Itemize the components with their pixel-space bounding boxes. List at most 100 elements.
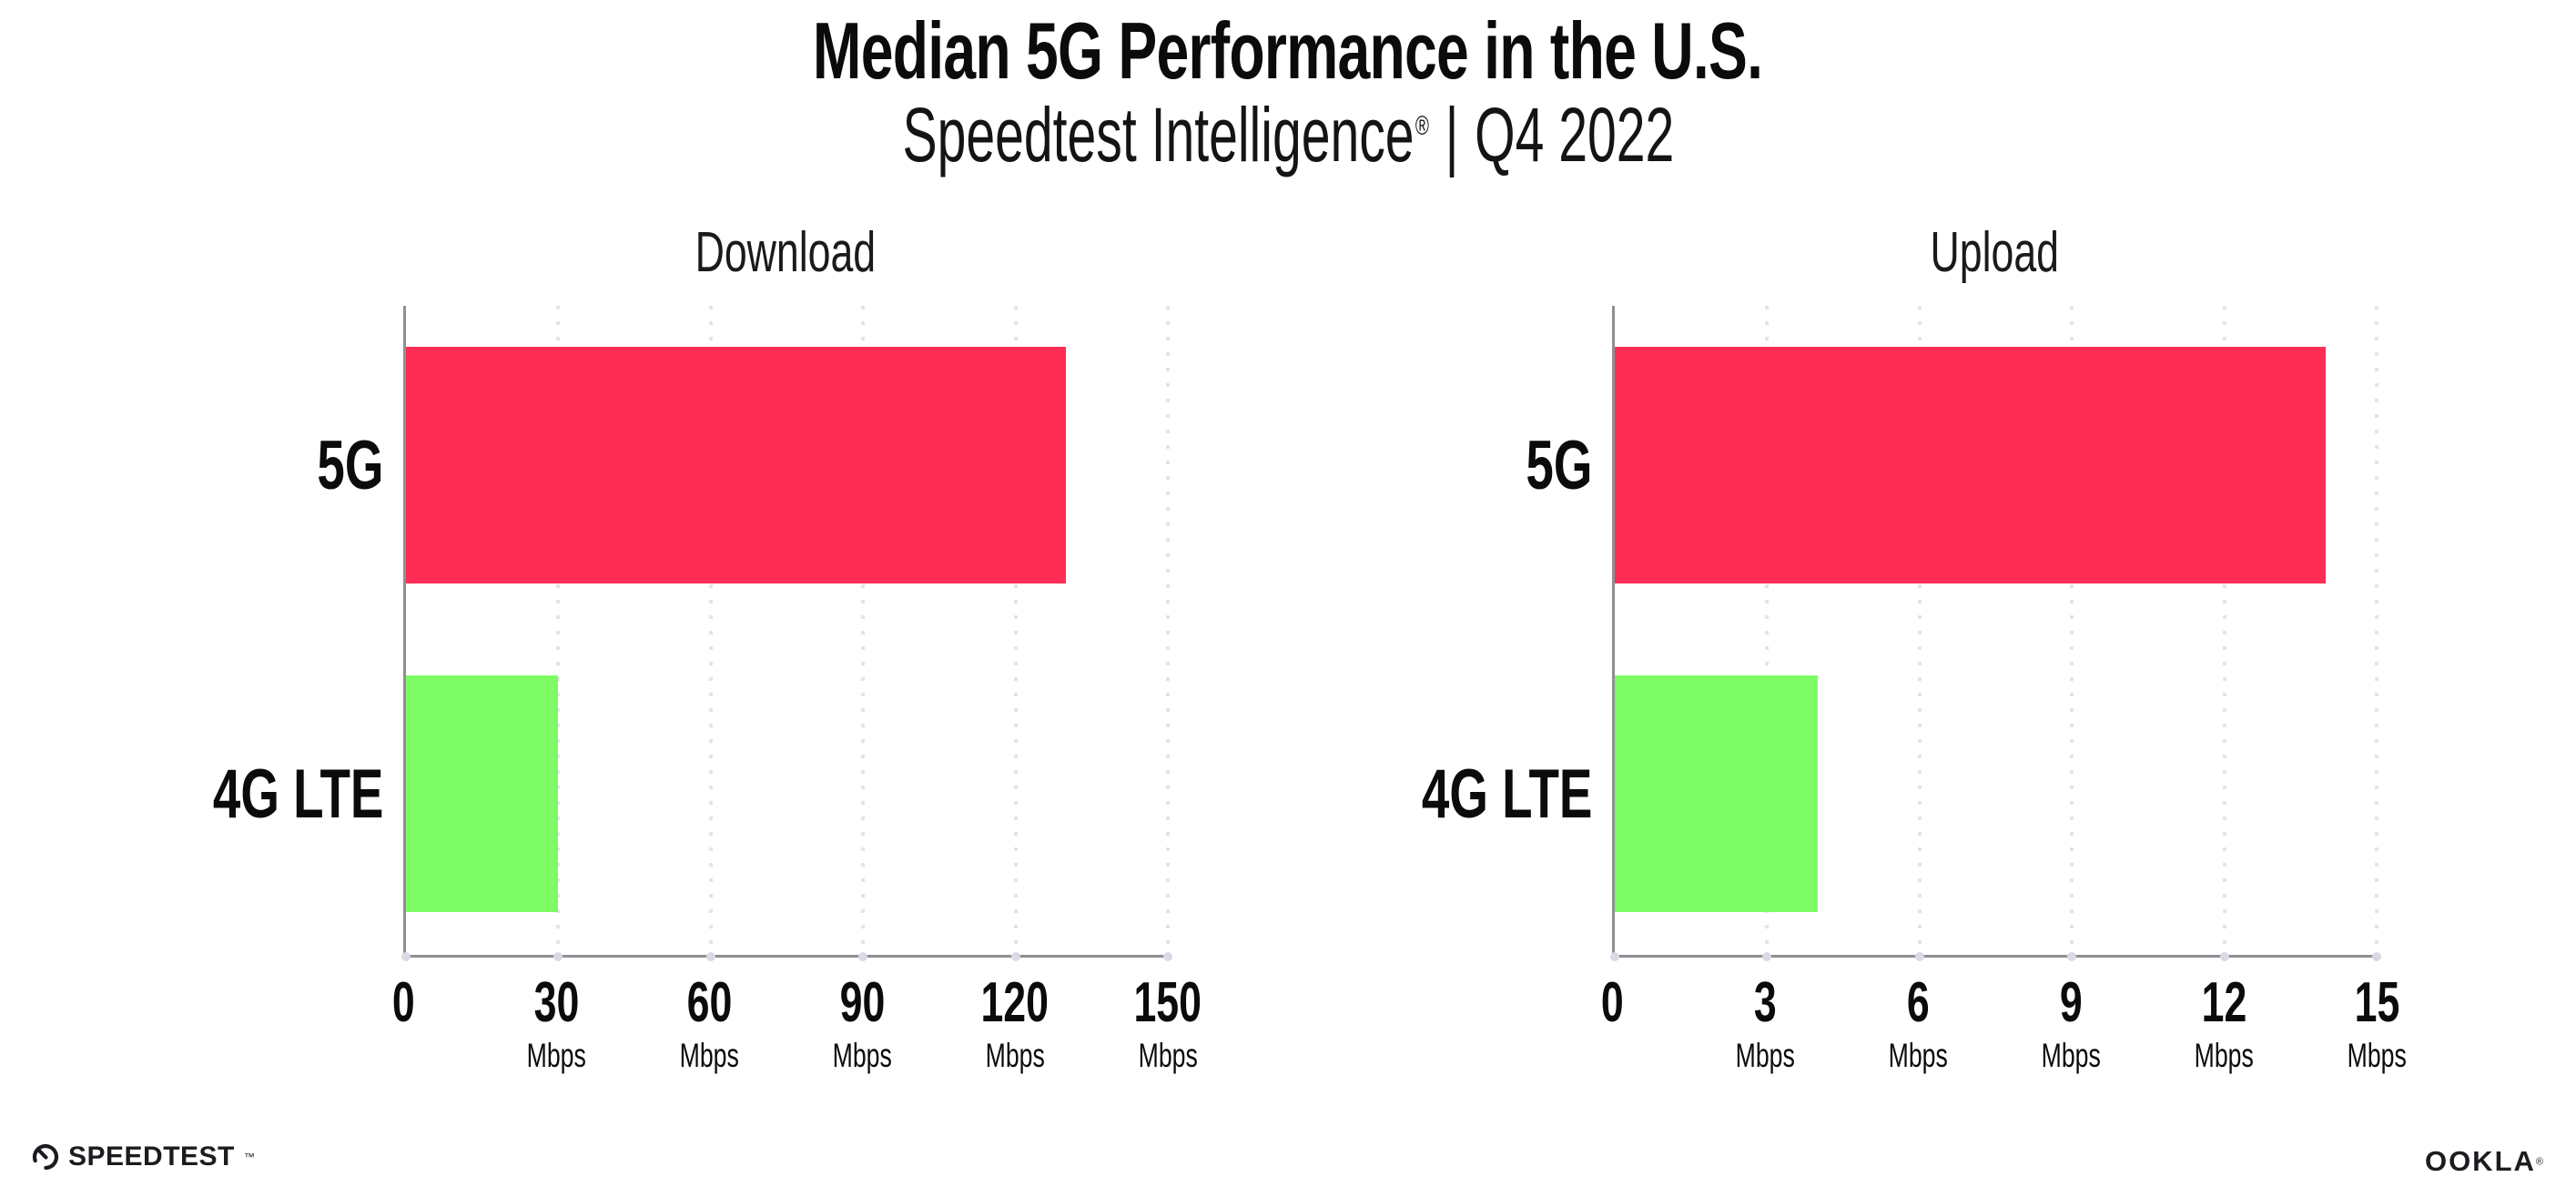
x-tick-number: 9 [1971, 971, 2171, 1034]
category-label-text: 5G [316, 426, 383, 504]
ookla-registered-mark: ® [2535, 1156, 2543, 1168]
x-tick-120: 120 Mbps [915, 971, 1115, 1075]
axis-tick-dot [858, 952, 868, 961]
x-tick-number: 150 [1068, 971, 1268, 1034]
x-tick-12: 12 Mbps [2124, 971, 2324, 1075]
gridline-6 [1917, 306, 1922, 955]
x-tick-90: 90 Mbps [762, 971, 962, 1075]
x-tick-unit-text: Mbps [2194, 1037, 2254, 1075]
gridline-150 [1166, 306, 1170, 955]
speedtest-logo: SPEEDTEST ™ [32, 1141, 255, 1172]
category-label-4g-lte: 4G LTE [0, 675, 383, 912]
axis-tick-dot [1163, 952, 1172, 961]
x-tick-number: 120 [915, 971, 1115, 1034]
x-tick-number-text: 12 [2201, 971, 2246, 1034]
x-tick-30: 30 Mbps [456, 971, 656, 1075]
x-tick-unit: Mbps [1068, 1037, 1268, 1075]
axis-tick-dot [2067, 952, 2077, 961]
x-tick-9: 9 Mbps [1971, 971, 2171, 1075]
x-tick-number: 12 [2124, 971, 2324, 1034]
page-subtitle-text: Speedtest Intelligence® | Q4 2022 [902, 95, 1674, 175]
ookla-logo: OOKLA® [2425, 1145, 2543, 1178]
x-tick-15: 15 Mbps [2277, 971, 2477, 1075]
registered-trademark-mark: ® [1415, 111, 1429, 141]
bar-4g-lte [406, 675, 559, 912]
x-tick-number-text: 30 [533, 971, 579, 1034]
page-title-text: Median 5G Performance in the U.S. [813, 5, 1763, 96]
axis-tick-dot [705, 952, 715, 961]
x-tick-0: 0 [1512, 971, 1712, 1034]
x-tick-6: 6 Mbps [1818, 971, 2018, 1075]
gridline-15 [2375, 306, 2378, 955]
x-tick-unit: Mbps [609, 1037, 809, 1075]
bar-5g [1615, 347, 2327, 583]
x-tick-number: 0 [1512, 971, 1712, 1034]
upload-chart-title: Upload [1930, 221, 2059, 284]
gridline-3 [1765, 306, 1770, 955]
axis-tick-dot [1762, 952, 1772, 961]
gridline-12 [2222, 306, 2226, 955]
gridline-9 [2070, 306, 2074, 955]
x-tick-number-text: 150 [1133, 971, 1202, 1034]
x-tick-number-text: 90 [839, 971, 885, 1034]
download-chart: Download 5G 4G LTE 0 30 Mbps 60 Mbps 90 Mbps 120 M… [0, 221, 1268, 1075]
x-tick-unit: Mbps [1818, 1037, 2018, 1075]
category-label-text: 4G LTE [1421, 755, 1592, 833]
x-tick-unit-text: Mbps [2041, 1037, 2101, 1075]
category-label-4g-lte: 4G LTE [1209, 675, 1592, 912]
x-tick-number: 90 [762, 971, 962, 1034]
x-tick-unit: Mbps [456, 1037, 656, 1075]
x-tick-number-text: 9 [2059, 971, 2083, 1034]
x-tick-number-text: 3 [1753, 971, 1777, 1034]
speedtest-wordmark: SPEEDTEST [68, 1141, 235, 1172]
page-title: Median 5G Performance in the U.S. [0, 5, 2576, 96]
x-tick-number-text: 15 [2354, 971, 2399, 1034]
x-tick-number-text: 120 [980, 971, 1050, 1034]
x-tick-number-text: 6 [1906, 971, 1930, 1034]
category-label-text: 4G LTE [212, 755, 383, 833]
subtitle-separator: | [1445, 92, 1459, 178]
category-label-5g: 5G [1209, 347, 1592, 583]
x-tick-unit: Mbps [762, 1037, 962, 1075]
x-tick-unit-text: Mbps [2347, 1037, 2407, 1075]
speedtest-gauge-icon [32, 1143, 59, 1171]
axis-tick-dot [1010, 952, 1020, 961]
x-tick-unit-text: Mbps [832, 1037, 892, 1075]
download-plot-area [401, 306, 1172, 961]
x-tick-unit: Mbps [1971, 1037, 2171, 1075]
x-tick-number-text: 0 [1600, 971, 1624, 1034]
gridline-120 [1013, 306, 1018, 955]
x-tick-number-text: 60 [686, 971, 732, 1034]
category-label-text: 5G [1525, 426, 1592, 504]
x-tick-150: 150 Mbps [1068, 971, 1268, 1075]
x-tick-unit: Mbps [2124, 1037, 2324, 1075]
x-tick-number: 0 [303, 971, 503, 1034]
x-tick-60: 60 Mbps [609, 971, 809, 1075]
x-tick-number: 6 [1818, 971, 2018, 1034]
bar-4g-lte [1615, 675, 1819, 912]
subtitle-brand: Speedtest Intelligence [902, 92, 1415, 178]
ookla-wordmark: OOKLA [2424, 1145, 2536, 1177]
page-subtitle: Speedtest Intelligence® | Q4 2022 [0, 95, 2576, 175]
axis-tick-dot [2219, 952, 2229, 961]
x-tick-number: 15 [2277, 971, 2477, 1034]
gridline-60 [708, 306, 713, 955]
axis-tick-dot [2372, 952, 2381, 961]
download-chart-title: Download [695, 221, 877, 284]
upload-plot-area [1610, 306, 2381, 961]
axis-tick-dot [553, 952, 563, 961]
axis-tick-dot [1914, 952, 1924, 961]
gridline-90 [861, 306, 866, 955]
x-tick-unit-text: Mbps [985, 1037, 1045, 1075]
trademark-mark: ™ [243, 1151, 255, 1163]
subtitle-period: Q4 2022 [1474, 92, 1674, 178]
axis-tick-dot [1610, 952, 1619, 961]
upload-chart: Upload 5G 4G LTE 0 3 Mbps 6 Mbps 9 Mbps 12 Mbps 15 M… [1209, 0, 2497, 1197]
category-label-5g: 5G [0, 347, 383, 583]
axis-tick-dot [401, 952, 411, 961]
x-tick-3: 3 Mbps [1665, 971, 1865, 1075]
x-tick-unit: Mbps [915, 1037, 1115, 1075]
bar-5g [406, 347, 1067, 583]
x-tick-unit-text: Mbps [1888, 1037, 1948, 1075]
